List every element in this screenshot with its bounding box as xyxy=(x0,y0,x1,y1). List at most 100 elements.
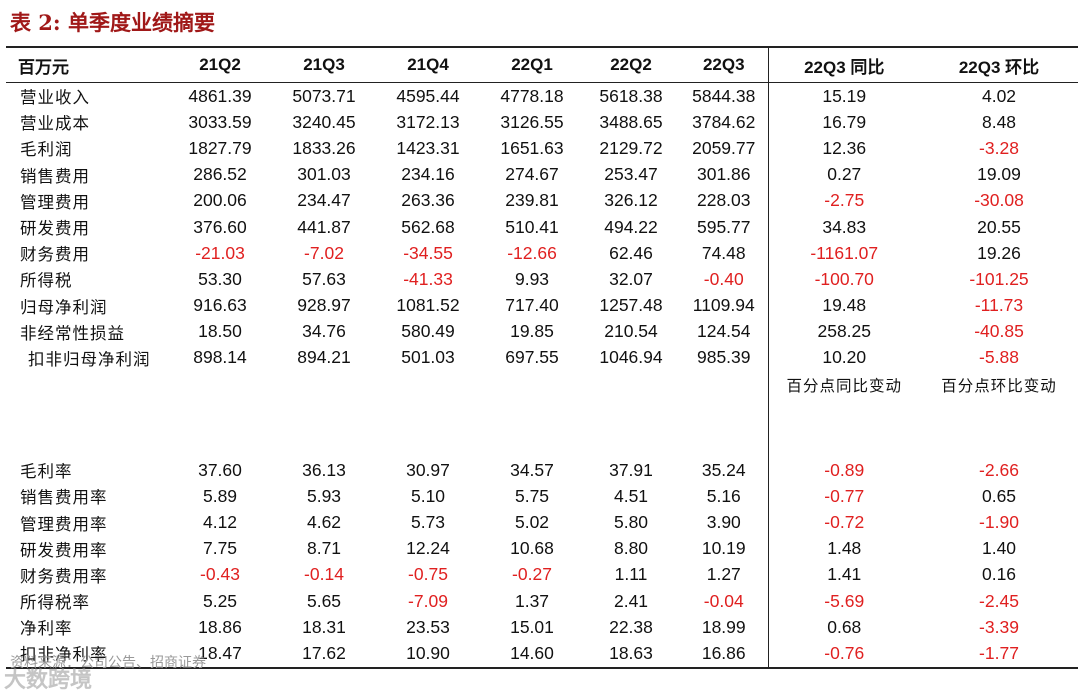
table-cell: 8.80 xyxy=(613,538,649,559)
empty-cell xyxy=(274,371,374,457)
table-cell: 0.27 xyxy=(767,161,920,188)
row-label: 非经常性损益 xyxy=(20,323,125,343)
table-cell: 5.16 xyxy=(706,485,741,506)
table-cell: 62.46 xyxy=(609,242,653,263)
table-cell: 34.76 xyxy=(302,321,346,342)
empty-cell xyxy=(482,371,582,457)
table-cell: 1109.94 xyxy=(692,295,755,316)
row-label: 财务费用 xyxy=(20,245,90,265)
table-cell: -0.72 xyxy=(767,509,920,536)
header-21q2: 21Q2 xyxy=(166,46,274,83)
table-cell: 37.60 xyxy=(198,459,242,480)
table-cell: 301.03 xyxy=(297,164,351,185)
table-cell: -1161.07 xyxy=(767,240,920,267)
table-row: 销售费用 286.52 301.03 234.16 274.67 253.47 301.86… xyxy=(6,161,1078,188)
table-cell: 1423.31 xyxy=(396,137,460,158)
table-cell: 494.22 xyxy=(604,216,658,237)
table-cell: -41.33 xyxy=(403,268,453,289)
table-cell: 1081.52 xyxy=(396,295,460,316)
table-row: 毛利润 1827.79 1833.26 1423.31 1651.63 2129.72 20… xyxy=(6,135,1078,162)
row-label: 所得税率 xyxy=(20,593,90,613)
empty-cell xyxy=(582,371,680,457)
table-cell: 9.93 xyxy=(514,268,550,289)
row-label: 销售费用率 xyxy=(20,488,108,508)
subheader-row: 百分点同比变动 百分点环比变动 xyxy=(6,371,1078,458)
table-cell: 5.73 xyxy=(410,512,446,533)
row-label: 管理费用 xyxy=(20,192,90,212)
table-cell: 239.81 xyxy=(505,190,559,211)
table-cell: 5.80 xyxy=(613,512,649,533)
table-cell: 928.97 xyxy=(297,295,351,316)
subheader-qoq: 百分点环比变动 xyxy=(941,377,1057,396)
table-cell: 34.57 xyxy=(510,459,554,480)
table-cell: 228.03 xyxy=(696,190,751,211)
table-cell: 5.02 xyxy=(514,512,550,533)
table-cell: -101.25 xyxy=(969,268,1029,289)
table-cell: -0.14 xyxy=(304,564,344,585)
table-cell: 19.48 xyxy=(767,292,920,319)
table-cell: 2059.77 xyxy=(692,137,756,158)
row-label: 净利率 xyxy=(20,619,73,639)
table-cell: -3.28 xyxy=(979,137,1019,158)
source-note: 资料来源：公司公告、招商证券 xyxy=(10,655,206,671)
watermark: 大数跨境 xyxy=(4,668,93,693)
table-cell: 5.10 xyxy=(410,485,446,506)
table-cell: 274.67 xyxy=(505,164,559,185)
table-cell: 18.99 xyxy=(701,616,746,637)
table-cell: 36.13 xyxy=(302,459,346,480)
table-row: 财务费用率 -0.43 -0.14 -0.75 -0.27 1.11 1.27 1.41 0.1… xyxy=(6,561,1078,588)
table-row: 非经常性损益 18.50 34.76 580.49 19.85 210.54 124.54 2… xyxy=(6,318,1078,345)
table-cell: 1833.26 xyxy=(292,137,356,158)
table-row: 归母净利润 916.63 928.97 1081.52 717.40 1257.48 110… xyxy=(6,292,1078,319)
summary-table: 百万元 21Q2 21Q3 21Q4 22Q1 22Q2 22Q3 22Q3 同… xyxy=(6,46,1078,669)
empty-cell xyxy=(166,371,274,457)
table-cell: 1257.48 xyxy=(599,295,663,316)
table-cell: 562.68 xyxy=(401,216,455,237)
table-cell: 234.47 xyxy=(297,190,351,211)
table-cell: 5.65 xyxy=(306,590,342,611)
row-label: 研发费用率 xyxy=(20,540,108,560)
table-row: 所得税 53.30 57.63 -41.33 9.93 32.07 -0.40 -100.70… xyxy=(6,266,1078,293)
table-cell: 53.30 xyxy=(198,268,242,289)
table-cell: 1827.79 xyxy=(188,137,252,158)
table-cell: 34.83 xyxy=(767,213,920,241)
table-cell: 376.60 xyxy=(193,216,247,237)
table-cell: 74.48 xyxy=(701,242,746,263)
header-qoq: 22Q3 环比 xyxy=(920,46,1078,83)
table-cell: 10.19 xyxy=(701,538,746,559)
table-cell: 1046.94 xyxy=(599,347,663,368)
table-cell: 35.24 xyxy=(701,459,746,480)
table-cell: -1.90 xyxy=(979,512,1019,533)
row-label: 销售费用 xyxy=(20,166,90,186)
header-21q3: 21Q3 xyxy=(274,46,374,83)
table-cell: 32.07 xyxy=(609,268,653,289)
table-cell: 57.63 xyxy=(302,268,346,289)
table-cell: 5.75 xyxy=(514,485,550,506)
table-cell: 4.02 xyxy=(981,85,1017,106)
table-cell: 3172.13 xyxy=(396,111,460,132)
table-cell: 16.86 xyxy=(680,640,768,669)
table-cell: 18.86 xyxy=(198,616,242,637)
header-22q2: 22Q2 xyxy=(582,46,680,83)
table-cell: -0.40 xyxy=(703,268,744,289)
table-cell: 30.97 xyxy=(406,459,450,480)
table-row: 营业收入 4861.39 5073.71 4595.44 4778.18 5618.38 5… xyxy=(6,82,1078,110)
table-cell: 22.38 xyxy=(609,616,653,637)
table-cell: 0.16 xyxy=(981,564,1017,585)
table-cell: -7.09 xyxy=(408,590,448,611)
header-unit: 百万元 xyxy=(6,46,166,83)
summary-table-container: 百万元 21Q2 21Q3 21Q4 22Q1 22Q2 22Q3 22Q3 同… xyxy=(0,46,1080,669)
table-cell: 595.77 xyxy=(696,216,751,237)
row-label: 营业收入 xyxy=(20,88,90,108)
table-cell: 10.90 xyxy=(374,640,482,669)
table-cell: 441.87 xyxy=(297,216,351,237)
table-cell: 3.90 xyxy=(706,512,741,533)
table-cell: 697.55 xyxy=(505,347,559,368)
table-cell: 1.11 xyxy=(614,564,648,585)
table-cell: 5.25 xyxy=(202,590,238,611)
table-cell: 17.62 xyxy=(274,640,374,669)
table-row: 扣非净利率 18.47 17.62 10.90 14.60 18.63 16.86 -0.76… xyxy=(6,640,1078,669)
table-row: 管理费用 200.06 234.47 263.36 239.81 326.12 228.03… xyxy=(6,187,1078,214)
row-label: 扣非归母净利润 xyxy=(28,349,151,369)
table-cell: 5.89 xyxy=(202,485,238,506)
